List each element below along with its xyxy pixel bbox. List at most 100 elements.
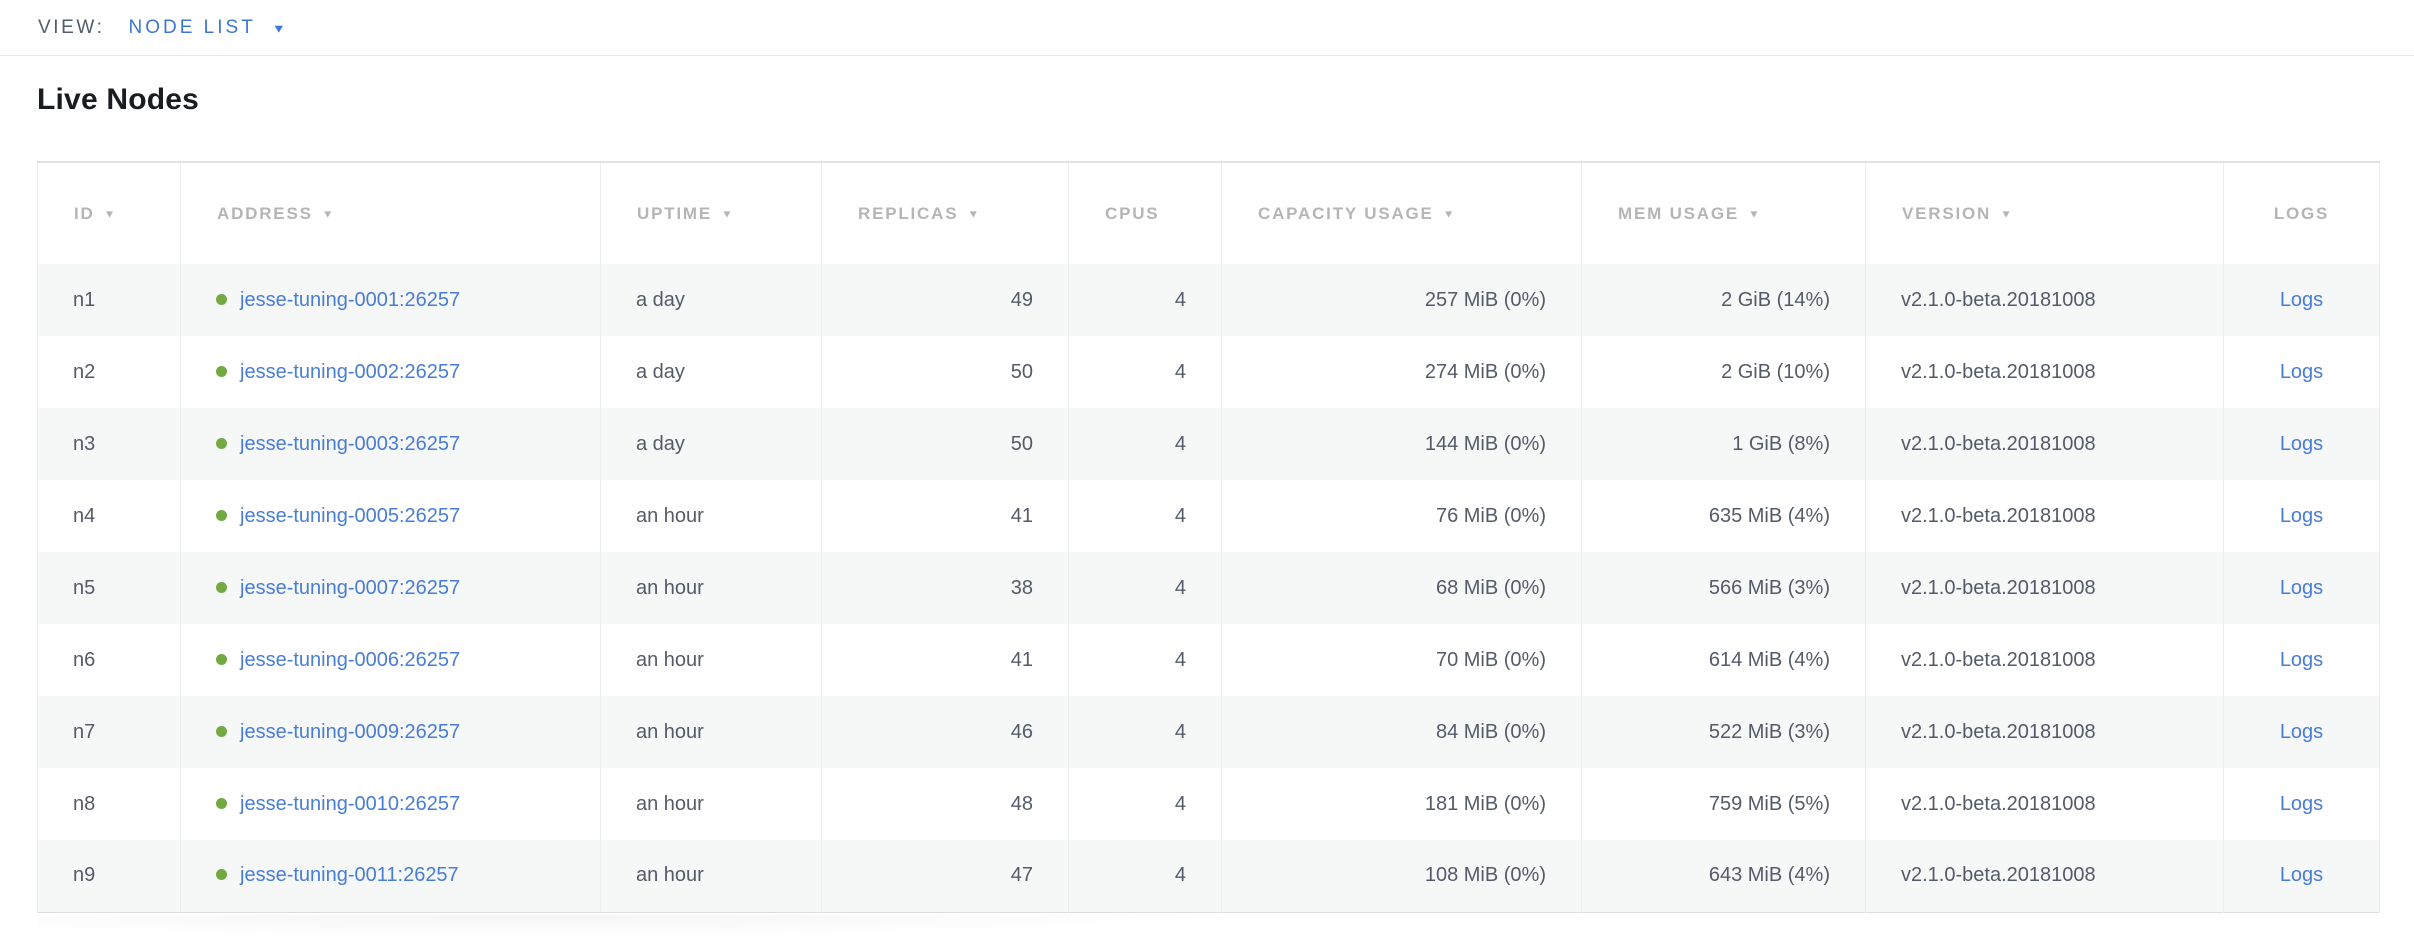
column-header-mem[interactable]: MEM USAGE ▼ [1581, 162, 1866, 264]
node-logs-link[interactable]: Logs [2279, 432, 2324, 455]
node-logs-link[interactable]: Logs [2279, 864, 2324, 887]
cell-cpus: 4 [1068, 480, 1222, 552]
column-header-capacity[interactable]: CAPACITY USAGE ▼ [1221, 162, 1582, 264]
cell-value: 643 MiB (4%) [1708, 864, 1830, 887]
cell-mem: 759 MiB (5%) [1581, 768, 1866, 840]
cell-replicas: 41 [821, 480, 1069, 552]
cell-value: 2 GiB (10%) [1721, 360, 1830, 383]
cell-capacity: 144 MiB (0%) [1221, 408, 1582, 480]
node-address-link[interactable]: jesse-tuning-0005:26257 [240, 504, 461, 527]
cell-value: an hour [636, 864, 704, 887]
column-header-id[interactable]: ID ▼ [37, 162, 181, 264]
cell-value: 257 MiB (0%) [1424, 288, 1546, 311]
cell-uptime: an hour [600, 768, 822, 840]
node-address-link[interactable]: jesse-tuning-0009:26257 [240, 720, 461, 743]
cell-version: v2.1.0-beta.20181008 [1865, 840, 2224, 912]
cell-value: 46 [1010, 720, 1033, 743]
node-live-status-icon [216, 581, 227, 593]
table-row: n9 jesse-tuning-0011:26257 an hour 47 4 108 M… [37, 840, 2380, 912]
sort-arrow-icon: ▼ [1748, 207, 1762, 220]
cell-address: jesse-tuning-0010:26257 [180, 768, 601, 840]
node-live-status-icon [216, 797, 227, 809]
cell-cpus: 4 [1068, 840, 1222, 912]
cell-value: n2 [73, 360, 96, 383]
cell-version: v2.1.0-beta.20181008 [1865, 264, 2224, 336]
table-row: n7 jesse-tuning-0009:26257 an hour 46 4 84 Mi… [37, 696, 2380, 768]
table-row: n3 jesse-tuning-0003:26257 a day 50 4 144 MiB… [37, 408, 2380, 480]
node-live-status-icon [216, 293, 227, 305]
cell-cpus: 4 [1068, 264, 1222, 336]
column-header-label: ID [74, 203, 95, 223]
node-logs-link[interactable]: Logs [2279, 288, 2324, 311]
cell-logs: Logs [2223, 336, 2380, 408]
node-address-link[interactable]: jesse-tuning-0010:26257 [240, 792, 461, 815]
cell-address: jesse-tuning-0003:26257 [180, 408, 601, 480]
cell-logs: Logs [2223, 696, 2380, 768]
cell-replicas: 46 [821, 696, 1069, 768]
cell-value: an hour [636, 648, 704, 671]
node-logs-link[interactable]: Logs [2279, 648, 2324, 671]
column-header-address[interactable]: ADDRESS ▼ [180, 162, 601, 264]
cell-value: 1 GiB (8%) [1732, 432, 1830, 455]
cell-uptime: an hour [600, 552, 822, 624]
cell-value: 41 [1010, 648, 1033, 671]
cell-logs: Logs [2223, 408, 2380, 480]
cell-value: a day [636, 288, 685, 311]
table-header-row: ID ▼ ADDRESS ▼ UPTIME ▼ REPLICAS ▼ CPUS CAPACITY … [37, 162, 2380, 264]
node-address-link[interactable]: jesse-tuning-0006:26257 [240, 648, 461, 671]
node-address-link[interactable]: jesse-tuning-0002:26257 [240, 360, 461, 383]
cell-capacity: 76 MiB (0%) [1221, 480, 1582, 552]
node-logs-link[interactable]: Logs [2279, 360, 2324, 383]
cell-cpus: 4 [1068, 768, 1222, 840]
node-logs-link[interactable]: Logs [2279, 792, 2324, 815]
node-address-link[interactable]: jesse-tuning-0003:26257 [240, 432, 461, 455]
column-header-label: LOGS [2273, 203, 2330, 223]
node-logs-link[interactable]: Logs [2279, 720, 2324, 743]
cell-uptime: an hour [600, 624, 822, 696]
cell-uptime: a day [600, 264, 822, 336]
cell-value: n6 [73, 648, 96, 671]
column-header-uptime[interactable]: UPTIME ▼ [600, 162, 822, 264]
table-row: n1 jesse-tuning-0001:26257 a day 49 4 257 MiB… [37, 264, 2380, 336]
node-logs-link[interactable]: Logs [2279, 576, 2324, 599]
node-address-link[interactable]: jesse-tuning-0007:26257 [240, 576, 461, 599]
cell-uptime: an hour [600, 840, 822, 912]
cell-version: v2.1.0-beta.20181008 [1865, 768, 2224, 840]
column-header-label: MEM USAGE [1618, 203, 1740, 223]
column-header-version[interactable]: VERSION ▼ [1865, 162, 2224, 264]
cell-value: 4 [1174, 432, 1186, 455]
column-header-label: CPUS [1105, 203, 1160, 223]
main-content: Live Nodes ID ▼ ADDRESS ▼ UPTIME ▼ REPLICAS ▼ CP… [0, 82, 2414, 945]
cell-value: an hour [636, 792, 704, 815]
cell-value: 522 MiB (3%) [1708, 720, 1830, 743]
cell-mem: 566 MiB (3%) [1581, 552, 1866, 624]
cell-replicas: 41 [821, 624, 1069, 696]
node-live-status-icon [216, 509, 227, 521]
cell-capacity: 68 MiB (0%) [1221, 552, 1582, 624]
cell-value: v2.1.0-beta.20181008 [1901, 360, 2096, 383]
cell-logs: Logs [2223, 264, 2380, 336]
cell-address: jesse-tuning-0001:26257 [180, 264, 601, 336]
cell-logs: Logs [2223, 840, 2380, 912]
cell-value: 4 [1174, 360, 1186, 383]
cell-value: 274 MiB (0%) [1424, 360, 1546, 383]
node-address-link[interactable]: jesse-tuning-0011:26257 [240, 864, 459, 887]
view-selector-dropdown[interactable]: NODE LIST ▼ [129, 17, 286, 39]
cell-replicas: 49 [821, 264, 1069, 336]
cell-value: n9 [73, 864, 96, 887]
dropdown-arrow-icon: ▼ [271, 20, 286, 35]
node-address-link[interactable]: jesse-tuning-0001:26257 [240, 288, 461, 311]
cell-cpus: 4 [1068, 336, 1222, 408]
cell-value: an hour [636, 576, 704, 599]
cell-address: jesse-tuning-0009:26257 [180, 696, 601, 768]
cell-id: n6 [37, 624, 181, 696]
column-header-replicas[interactable]: REPLICAS ▼ [821, 162, 1069, 264]
cell-address: jesse-tuning-0005:26257 [180, 480, 601, 552]
cell-logs: Logs [2223, 552, 2380, 624]
cell-value: v2.1.0-beta.20181008 [1901, 792, 2096, 815]
node-logs-link[interactable]: Logs [2279, 504, 2324, 527]
cell-capacity: 274 MiB (0%) [1221, 336, 1582, 408]
cell-value: 41 [1010, 504, 1033, 527]
live-nodes-table: ID ▼ ADDRESS ▼ UPTIME ▼ REPLICAS ▼ CPUS CAPACITY … [37, 161, 2380, 913]
cell-value: v2.1.0-beta.20181008 [1901, 576, 2096, 599]
